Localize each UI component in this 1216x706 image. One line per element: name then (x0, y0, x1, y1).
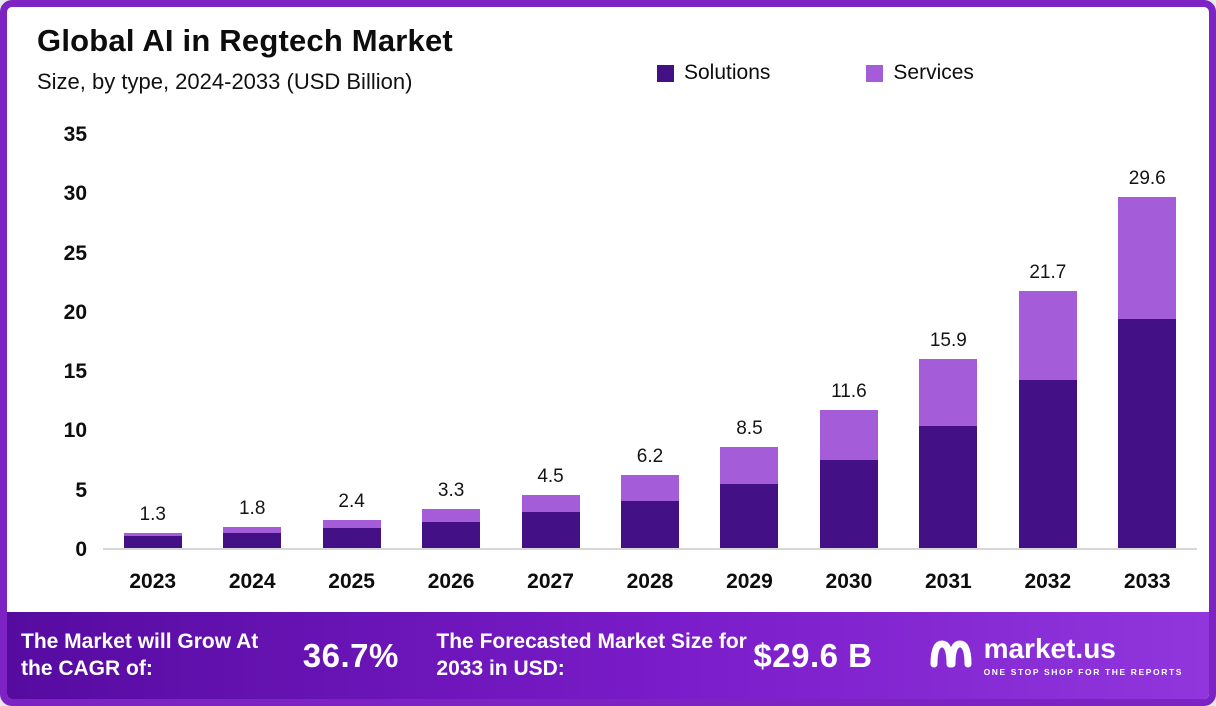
bar-group: 15.9 (899, 135, 998, 548)
footer-band: The Market will Grow At the CAGR of: 36.… (7, 612, 1209, 699)
bar-segment-solutions (521, 512, 580, 548)
bar-segment-services (521, 494, 580, 513)
forecast-value: $29.6 B (753, 636, 873, 674)
y-axis-tick-label: 0 (75, 538, 87, 561)
x-axis-label: 2032 (1024, 570, 1072, 593)
bar-total-label: 8.5 (736, 418, 763, 440)
y-axis-tick-label: 35 (63, 123, 87, 146)
bar-group: 2.4 (302, 135, 401, 548)
bar-stack (123, 532, 182, 548)
legend-label-solutions: Solutions (684, 61, 771, 84)
bar-stack (223, 526, 282, 548)
bar-segment-services (1018, 290, 1077, 380)
legend: Solutions Services (657, 61, 974, 85)
bar-segment-solutions (620, 500, 679, 548)
bar-segment-solutions (322, 527, 381, 548)
x-axis: 2023 2024 2025 2026 2027 2028 2029 2030 2031 2032… (103, 570, 1197, 594)
bar-group: 3.3 (401, 135, 500, 548)
brand-name: market.us (983, 632, 1116, 664)
bar-total-label: 15.9 (929, 330, 967, 352)
bar-total-label: 4.5 (537, 465, 564, 487)
bar-segment-services (720, 447, 779, 484)
bar-stack (720, 447, 779, 548)
bar-segment-solutions (123, 536, 182, 548)
x-axis-label: 2026 (427, 570, 475, 593)
bar-segment-services (223, 526, 282, 533)
bar-segment-services (819, 410, 878, 461)
bar-group: 4.5 (501, 135, 600, 548)
bar-segment-solutions (223, 532, 282, 548)
bar-total-label: 1.8 (238, 497, 266, 519)
brand-text: market.us ONE STOP SHOP FOR THE REPORTS (983, 632, 1184, 677)
bar-segment-solutions (819, 460, 878, 548)
y-axis-tick-label: 5 (75, 478, 87, 502)
plot-area: 1.3 1.8 2.4 3.3 4.5 6.2 8.5 11.6 15.9 21.7 29.6 (103, 135, 1197, 550)
x-axis-label: 2025 (328, 570, 375, 593)
x-axis-label: 2027 (527, 570, 574, 593)
bar-group: 1.8 (202, 135, 301, 548)
cagr-label: The Market will Grow At the CAGR of: (21, 630, 259, 680)
bar-total-label: 3.3 (437, 479, 465, 501)
bar-total-label: 2.4 (338, 490, 365, 512)
bar-group: 21.7 (998, 135, 1097, 548)
x-axis-label: 2029 (726, 570, 773, 593)
y-axis-tick-label: 30 (63, 182, 87, 206)
bar-group: 1.3 (103, 135, 202, 548)
bar-segment-solutions (919, 425, 978, 548)
y-axis-tick-label: 20 (63, 300, 87, 324)
bar-total-label: 11.6 (831, 381, 867, 403)
legend-item-solutions: Solutions (657, 61, 770, 85)
marketus-brand: market.us ONE STOP SHOP FOR THE REPORTS (928, 632, 1183, 679)
legend-swatch-solutions (657, 64, 674, 82)
cagr-value: 36.7% (302, 636, 399, 674)
bar-total-label: 6.2 (636, 445, 664, 467)
bar-group: 8.5 (700, 135, 799, 548)
y-axis: 0 5 10 15 20 25 30 35 (23, 123, 87, 561)
bar-segment-services (620, 474, 679, 501)
page-title: Global AI in Regtech Market (37, 23, 453, 58)
bar-stack (521, 494, 580, 548)
bar-total-label: 21.7 (1029, 261, 1067, 283)
x-axis-label: 2031 (924, 570, 972, 593)
bar-total-label: 29.6 (1128, 168, 1166, 190)
bar-stack (620, 474, 679, 548)
bar-stack (422, 508, 481, 548)
x-axis-label: 2033 (1123, 570, 1171, 593)
bar-stack (819, 410, 878, 548)
legend-label-services: Services (893, 61, 974, 84)
bar-segment-solutions (422, 521, 481, 548)
x-axis-label: 2028 (626, 570, 674, 593)
y-axis-tick-label: 25 (63, 241, 87, 265)
x-axis-label: 2030 (825, 570, 873, 593)
bar-group: 6.2 (600, 135, 699, 548)
bar-stack (322, 519, 381, 548)
bar-segment-services (123, 532, 182, 537)
bar-total-label: 1.3 (139, 503, 166, 525)
bar-segment-services (1118, 197, 1177, 320)
bar-segment-services (422, 508, 481, 522)
brand-tagline: ONE STOP SHOP FOR THE REPORTS (983, 666, 1184, 677)
legend-swatch-services (866, 64, 884, 82)
legend-item-services: Services (866, 61, 974, 85)
x-axis-label: 2023 (129, 570, 177, 593)
bar-segment-services (322, 519, 381, 528)
forecast-label: The Forecasted Market Size for 2033 in U… (436, 630, 747, 680)
marketus-logo-icon (928, 632, 974, 679)
bar-group: 29.6 (1098, 135, 1197, 548)
x-axis-label: 2024 (228, 570, 276, 593)
bar-stack (1118, 197, 1177, 548)
bar-group: 11.6 (799, 135, 898, 548)
bar-segment-solutions (720, 483, 779, 548)
bar-stack (1018, 290, 1077, 548)
y-axis-tick-label: 15 (63, 360, 87, 384)
y-axis-tick-label: 10 (63, 419, 87, 443)
bar-segment-solutions (1118, 319, 1177, 548)
page-subtitle: Size, by type, 2024-2033 (USD Billion) (37, 69, 413, 94)
bar-stack (919, 359, 978, 548)
bar-segment-solutions (1018, 379, 1077, 548)
bar-segment-services (919, 359, 978, 426)
